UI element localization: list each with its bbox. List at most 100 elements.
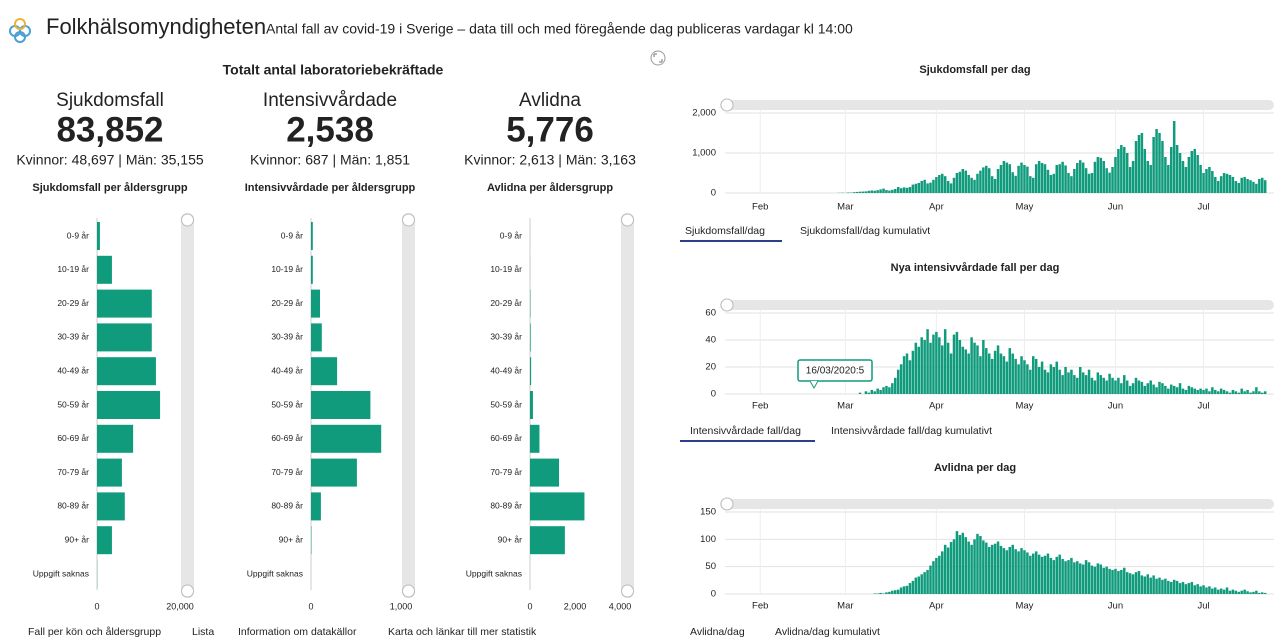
bar [1240, 388, 1243, 394]
bar [1029, 369, 1032, 394]
bar [1037, 161, 1041, 193]
footer-link[interactable]: Information om datakällor [238, 626, 357, 638]
bar [1055, 165, 1058, 193]
category-label: 20-29 år [271, 298, 303, 308]
scrollbar[interactable] [181, 213, 194, 598]
y-tick-label: 0 [711, 188, 716, 199]
bar [855, 191, 859, 193]
tab[interactable]: Sjukdomsfall/dag kumulativt [800, 225, 930, 237]
bar [1017, 165, 1020, 193]
scroll-grip[interactable] [402, 213, 415, 227]
tab[interactable]: Avlidna/dag kumulativt [775, 626, 880, 638]
scroll-grip[interactable] [621, 584, 634, 598]
bar [1243, 177, 1246, 193]
scroll-grip[interactable] [720, 98, 734, 112]
scrollbar[interactable] [621, 213, 634, 598]
bar [926, 183, 929, 193]
bar [1131, 161, 1135, 193]
bar [949, 183, 953, 193]
scroll-grip[interactable] [621, 213, 634, 227]
bar [979, 170, 982, 193]
y-tick-label: 2,000 [692, 108, 716, 119]
bar [1134, 377, 1138, 394]
tab[interactable]: Intensivvårdade fall/dag kumulativt [831, 425, 992, 437]
expand-button[interactable] [650, 50, 666, 66]
bar [967, 175, 970, 193]
y-tick-label: 50 [705, 561, 716, 572]
footer-link[interactable]: Lista [192, 626, 214, 638]
y-tick-label: 60 [705, 308, 716, 319]
bar [1152, 137, 1155, 193]
chart-title: Avlidna per dag [934, 462, 1016, 474]
tab[interactable]: Avlidna/dag [690, 626, 745, 638]
bar [1137, 380, 1141, 394]
bar [1161, 141, 1164, 193]
bar [973, 539, 976, 594]
scrollbar[interactable] [720, 100, 1274, 110]
bar [1117, 149, 1120, 193]
bar [1064, 561, 1067, 594]
tab[interactable]: Sjukdomsfall/dag [685, 225, 765, 237]
bar [1193, 149, 1196, 193]
bar [1026, 552, 1029, 594]
scroll-grip[interactable] [402, 584, 415, 598]
bar [1070, 557, 1073, 594]
bar [1243, 391, 1246, 394]
scroll-grip[interactable] [181, 213, 194, 227]
bar [1184, 167, 1188, 193]
stat-value: 2,538 [286, 110, 374, 149]
bar [1067, 173, 1070, 193]
bar [1125, 572, 1129, 594]
bar [979, 536, 982, 594]
category-label: 0-9 år [500, 230, 522, 240]
scroll-grip[interactable] [720, 298, 734, 312]
bar [943, 176, 947, 193]
category-label: 90+ år [498, 534, 523, 544]
bar [1029, 555, 1032, 594]
bar [1040, 163, 1044, 193]
chart-title: Sjukdomsfall per åldersgrupp [32, 182, 188, 194]
bar [941, 345, 944, 394]
bar [1164, 385, 1167, 394]
bar [876, 388, 879, 394]
bar [1120, 145, 1123, 193]
bar [1002, 161, 1006, 193]
category-label: Uppgift saknas [33, 568, 89, 578]
bar [955, 531, 959, 594]
bar [1137, 135, 1141, 193]
bar [1249, 180, 1252, 193]
bar [896, 187, 900, 193]
bar [1184, 584, 1188, 594]
bar [1196, 389, 1199, 394]
bar [1214, 177, 1217, 193]
bar [917, 183, 921, 193]
scrollbar[interactable] [720, 499, 1274, 509]
bar [970, 544, 973, 594]
scrollbar[interactable] [402, 213, 415, 598]
bar [1064, 367, 1067, 394]
footer-link[interactable]: Karta och länkar till mer statistik [388, 626, 537, 638]
footer-link[interactable]: Fall per kön och åldersgrupp [28, 626, 161, 638]
x-tick-label: 1,000 [390, 601, 413, 611]
x-tick-label: Mar [837, 401, 853, 412]
category-label: 50-59 år [271, 399, 303, 409]
scroll-grip[interactable] [720, 497, 734, 511]
category-label: 20-29 år [490, 298, 522, 308]
bar [530, 391, 533, 419]
bar [1175, 387, 1179, 394]
bar [888, 190, 891, 193]
bar [1026, 166, 1029, 193]
bar [1246, 179, 1249, 193]
bar [1193, 388, 1196, 394]
bar [97, 391, 161, 419]
scroll-grip[interactable] [181, 584, 194, 598]
bar [1076, 163, 1079, 193]
bar [1255, 183, 1258, 193]
bar [1026, 364, 1029, 394]
scrollbar[interactable] [720, 300, 1274, 310]
tab[interactable]: Intensivvårdade fall/dag [690, 425, 801, 437]
bar [899, 188, 903, 193]
bar [311, 492, 321, 521]
bar [1178, 583, 1182, 594]
bar [1196, 155, 1199, 193]
